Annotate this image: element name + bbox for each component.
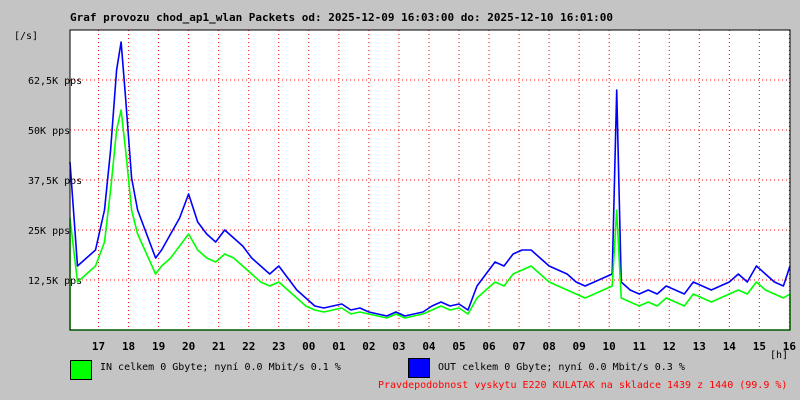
x-axis-unit: [h]	[770, 350, 789, 361]
probability-text: Pravdepodobnost vyskytu E220 KULATAK na …	[378, 380, 788, 391]
x-tick-label: 05	[452, 340, 465, 353]
x-tick-label: 20	[182, 340, 195, 353]
y-axis-unit: [/s]	[14, 31, 39, 42]
x-tick-label: 09	[573, 340, 586, 353]
out-series-line	[69, 41, 791, 317]
x-tick-label: 15	[753, 340, 766, 353]
y-tick-label: 25K pps	[28, 226, 70, 237]
x-tick-label: 18	[122, 340, 135, 353]
x-tick-label: 07	[512, 340, 525, 353]
x-tick-label: 11	[633, 340, 647, 353]
legend-in-swatch	[70, 360, 92, 380]
x-tick-label: 23	[272, 340, 285, 353]
x-tick-label: 19	[152, 340, 165, 353]
x-tick-label: 21	[212, 340, 226, 353]
y-tick-label: 37,5K pps	[28, 176, 82, 187]
chart-title: Graf provozu chod_ap1_wlan Packets od: 2…	[70, 11, 614, 24]
in-series-line	[69, 109, 791, 331]
x-tick-label: 00	[302, 340, 315, 353]
x-tick-label: 03	[392, 340, 405, 353]
x-tick-label: 06	[482, 340, 496, 353]
y-tick-label: 12,5K pps	[28, 276, 82, 287]
legend-out-swatch	[408, 358, 430, 378]
x-tick-label: 01	[332, 340, 346, 353]
plot-border	[69, 29, 791, 331]
legend-in-text: IN celkem 0 Gbyte; nyní 0.0 Mbit/s 0.1 %	[100, 362, 341, 373]
x-tick-label: 04	[422, 340, 436, 353]
x-tick-label: 14	[723, 340, 737, 353]
x-tick-label: 12	[663, 340, 676, 353]
x-tick-label: 17	[92, 340, 105, 353]
y-tick-label: 50K pps	[28, 126, 70, 137]
x-tick-label: 13	[693, 340, 706, 353]
x-tick-label: 08	[542, 340, 555, 353]
y-tick-label: 62,5K pps	[28, 76, 82, 87]
x-tick-label: 16	[783, 340, 797, 353]
legend-out-text: OUT celkem 0 Gbyte; nyní 0.0 Mbit/s 0.3 …	[438, 362, 685, 373]
x-tick-label: 02	[362, 340, 375, 353]
x-tick-label: 22	[242, 340, 255, 353]
x-tick-label: 10	[603, 340, 616, 353]
